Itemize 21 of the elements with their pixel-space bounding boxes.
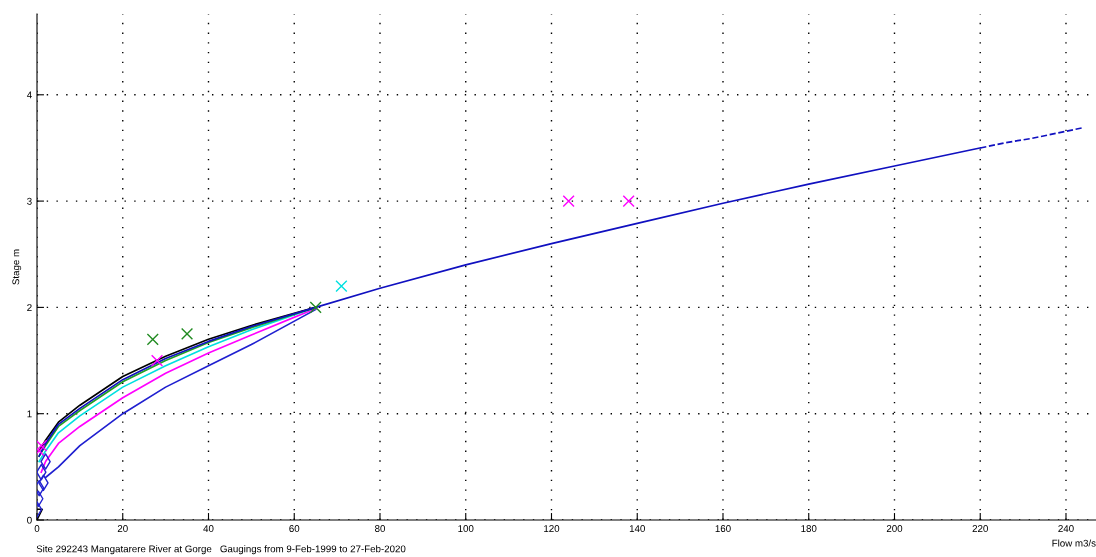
x-tick-label: 160 xyxy=(715,525,731,532)
x-tick-label: 60 xyxy=(289,525,300,532)
x-tick-label: 140 xyxy=(629,525,645,532)
x-tick-label: 120 xyxy=(544,525,560,532)
y-tick-label: 1 xyxy=(27,410,32,418)
x-tick-label: 40 xyxy=(203,525,214,532)
x-tick-label: 0 xyxy=(34,525,40,532)
x-tick-label: 220 xyxy=(972,525,988,532)
y-tick-label: 3 xyxy=(27,197,32,205)
x-tick-label: 80 xyxy=(375,525,386,532)
y-tick-label: 2 xyxy=(27,304,32,311)
x-axis-title: Flow m3/s xyxy=(1052,539,1096,547)
text: Site 292243 Mangatarere River at Gorge Gaugings from 9-Feb-1999 to 27-Feb-2020 xyxy=(36,545,406,555)
y-tick-label: 0 xyxy=(27,516,32,524)
x-tick-label: 100 xyxy=(458,525,474,532)
x-tick-label: 240 xyxy=(1058,525,1074,532)
x-tick-label: 20 xyxy=(117,525,128,532)
y-tick-label: 4 xyxy=(26,91,32,99)
x-tick-label: 180 xyxy=(801,525,817,532)
y-axis-title: Stage m xyxy=(12,249,22,285)
x-tick-label: 200 xyxy=(886,525,903,532)
